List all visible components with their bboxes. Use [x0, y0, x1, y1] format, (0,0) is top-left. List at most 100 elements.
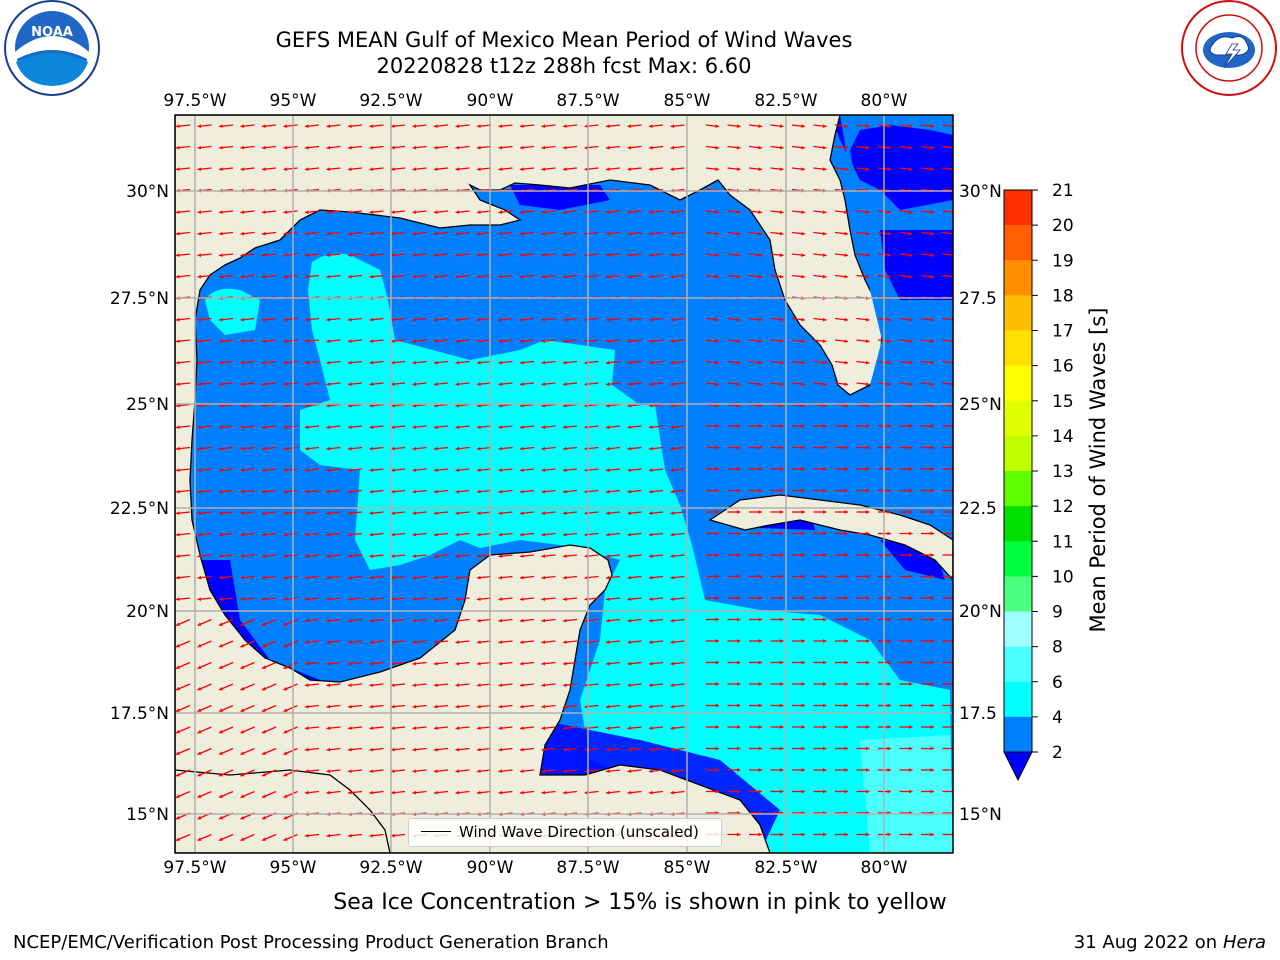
wind-arrow-head — [715, 574, 719, 579]
wind-arrow-head — [779, 445, 784, 450]
wind-arrow-head — [434, 145, 438, 150]
wind-arrow-head — [262, 231, 266, 236]
wind-arrow-head — [391, 468, 395, 473]
wind-arrow-head — [219, 382, 223, 387]
wind-arrow-head — [606, 640, 610, 645]
wind-arrow-head — [240, 751, 245, 755]
wind-arrow-head — [670, 597, 675, 602]
wind-arrow-head — [369, 446, 374, 451]
wind-arrow-head — [326, 446, 331, 451]
wind-arrow-head — [348, 683, 352, 688]
wind-arrow-head — [758, 639, 762, 643]
wind-arrow-head — [736, 467, 741, 471]
map-frame — [174, 114, 954, 854]
wind-arrow-head — [262, 597, 266, 602]
wind-arrow-head — [908, 574, 913, 579]
wind-arrow-head — [262, 382, 266, 387]
wind-arrow-head — [865, 746, 870, 751]
colorbar-segment — [1004, 435, 1032, 472]
wind-arrow-head — [627, 769, 632, 774]
wind-arrow-head — [326, 145, 331, 150]
chart-subtitle: 20220828 t12z 288h fcst Max: 6.60 — [376, 54, 752, 78]
wind-arrow-head — [520, 790, 524, 795]
wind-arrow-head — [887, 445, 891, 450]
land-masses — [175, 115, 953, 853]
wind-arrow-head — [670, 210, 675, 215]
wind-arrow-head — [563, 446, 567, 451]
wind-arrow-head — [887, 274, 891, 279]
wind-arrow-head — [887, 682, 891, 686]
wind-arrow-head — [887, 382, 891, 387]
wind-arrow-head — [240, 253, 245, 258]
wind-arrow-head — [670, 511, 675, 516]
wind-arrow-head — [262, 145, 266, 150]
wind-arrow-head — [822, 210, 827, 215]
wind-arrow-head — [779, 124, 784, 129]
colorbar-tick-label: 17 — [1052, 322, 1074, 342]
wind-arrow-head — [627, 210, 632, 215]
wind-arrow-head — [715, 231, 719, 236]
colorbar-segment — [1004, 190, 1032, 226]
wind-arrow-head — [197, 231, 202, 236]
wind-arrow-head — [606, 167, 610, 172]
wind-arrow-head — [715, 360, 719, 365]
wind-arrow-head — [391, 597, 395, 602]
lat-tick-left: 17.5°N — [110, 704, 169, 724]
wind-arrow-head — [801, 703, 805, 708]
wind-arrow-head — [176, 145, 180, 150]
wind-arrow-head — [715, 617, 719, 622]
wind-arrow-head — [412, 575, 417, 580]
wind-arrow-head — [520, 640, 524, 645]
wind-arrow-head — [563, 747, 567, 752]
legend-line-sample — [421, 831, 451, 832]
wind-arrow-head — [822, 746, 827, 751]
wind-arrow-head — [670, 360, 675, 365]
wind-arrow-head — [715, 789, 719, 794]
colorbar-segment — [1004, 330, 1032, 367]
lon-tick-bottom: 80°W — [861, 858, 908, 878]
wind-arrow-head — [262, 253, 266, 258]
wind-arrow-head — [434, 468, 438, 473]
wind-arrow-head — [434, 661, 438, 666]
wind-arrow-head — [305, 769, 309, 774]
wind-arrow-head — [197, 837, 202, 841]
wind-arrow-head — [930, 445, 934, 450]
wind-arrow-head — [844, 746, 848, 751]
map-gridlines — [175, 115, 953, 853]
wind-arrow-head — [262, 468, 266, 473]
wind-arrow-head — [434, 210, 438, 215]
wind-arrow-head — [844, 274, 848, 279]
wind-arrow-head — [498, 683, 503, 688]
wind-arrow-head — [779, 467, 784, 471]
wind-arrow-head — [627, 704, 632, 709]
wind-arrow-head — [758, 488, 762, 493]
wind-arrow-head — [262, 425, 266, 430]
wind-arrow-head — [715, 768, 719, 772]
wind-arrow-head — [455, 597, 460, 602]
wind-arrow-head — [736, 596, 741, 600]
wind-arrow-head — [606, 317, 610, 322]
wind-arrow-head — [176, 167, 180, 172]
wind-arrow-head — [219, 489, 223, 494]
wind-arrow-head — [908, 210, 913, 215]
wind-arrow-head — [908, 682, 913, 686]
wind-arrow-head — [930, 725, 934, 729]
wind-arrow-head — [305, 446, 309, 451]
wind-arrow — [942, 124, 953, 127]
wind-arrow-head — [758, 746, 762, 751]
wind-arrow-head — [627, 382, 632, 387]
wind-arrow-head — [908, 639, 913, 643]
wind-arrow-head — [758, 596, 762, 600]
wind-arrow-head — [498, 274, 503, 279]
wind-arrow-head — [736, 253, 741, 258]
legend-label: Wind Wave Direction (unscaled) — [459, 823, 699, 841]
wind-arrow-head — [606, 769, 610, 774]
wind-arrow-head — [715, 210, 719, 215]
wind-arrow-head — [715, 725, 719, 729]
wind-arrow-head — [283, 554, 288, 559]
lat-tick-right: 30°N — [959, 182, 1002, 202]
wind-arrow-head — [758, 382, 762, 387]
wind-arrow-head — [844, 703, 848, 708]
wind-arrow-head — [305, 661, 309, 666]
wind-arrow-head — [930, 682, 934, 686]
